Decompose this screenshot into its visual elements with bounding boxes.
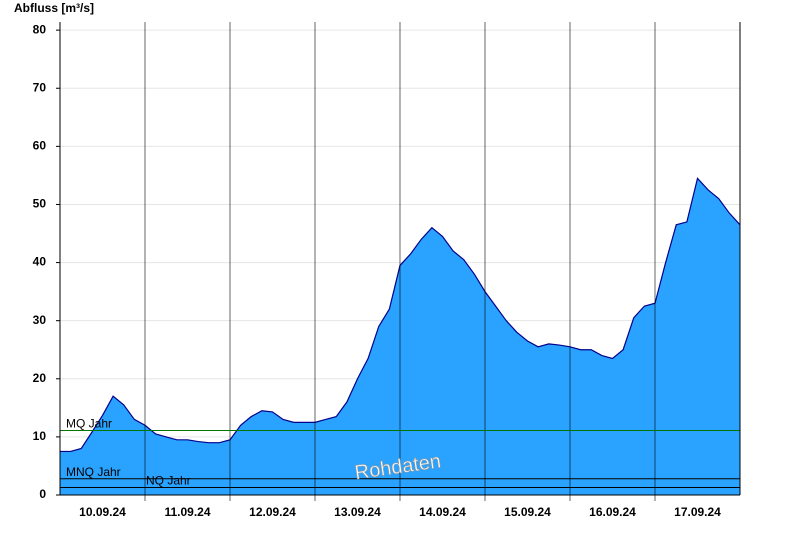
y-tick-label: 10	[33, 429, 47, 443]
y-tick-label: 40	[33, 255, 47, 269]
y-tick-label: 30	[33, 313, 47, 327]
y-tick-label: 70	[33, 80, 47, 94]
y-tick-label: 20	[33, 371, 47, 385]
y-tick-label: 80	[33, 22, 47, 36]
x-tick-label: 17.09.24	[674, 505, 721, 519]
y-tick-label: 0	[39, 487, 46, 501]
x-tick-label: 11.09.24	[164, 505, 210, 519]
x-tick-label: 15.09.24	[504, 505, 551, 519]
reference-label: NQ Jahr	[146, 474, 191, 488]
x-tick-label: 13.09.24	[334, 505, 381, 519]
y-tick-label: 50	[33, 197, 47, 211]
x-tick-label: 12.09.24	[249, 505, 296, 519]
reference-label: MQ Jahr	[66, 417, 112, 431]
x-tick-label: 10.09.24	[79, 505, 126, 519]
y-axis-title: Abfluss [m³/s]	[14, 1, 94, 15]
x-tick-label: 14.09.24	[419, 505, 466, 519]
x-tick-label: 16.09.24	[589, 505, 636, 519]
reference-label: MNQ Jahr	[66, 465, 121, 479]
y-tick-label: 60	[33, 139, 47, 153]
